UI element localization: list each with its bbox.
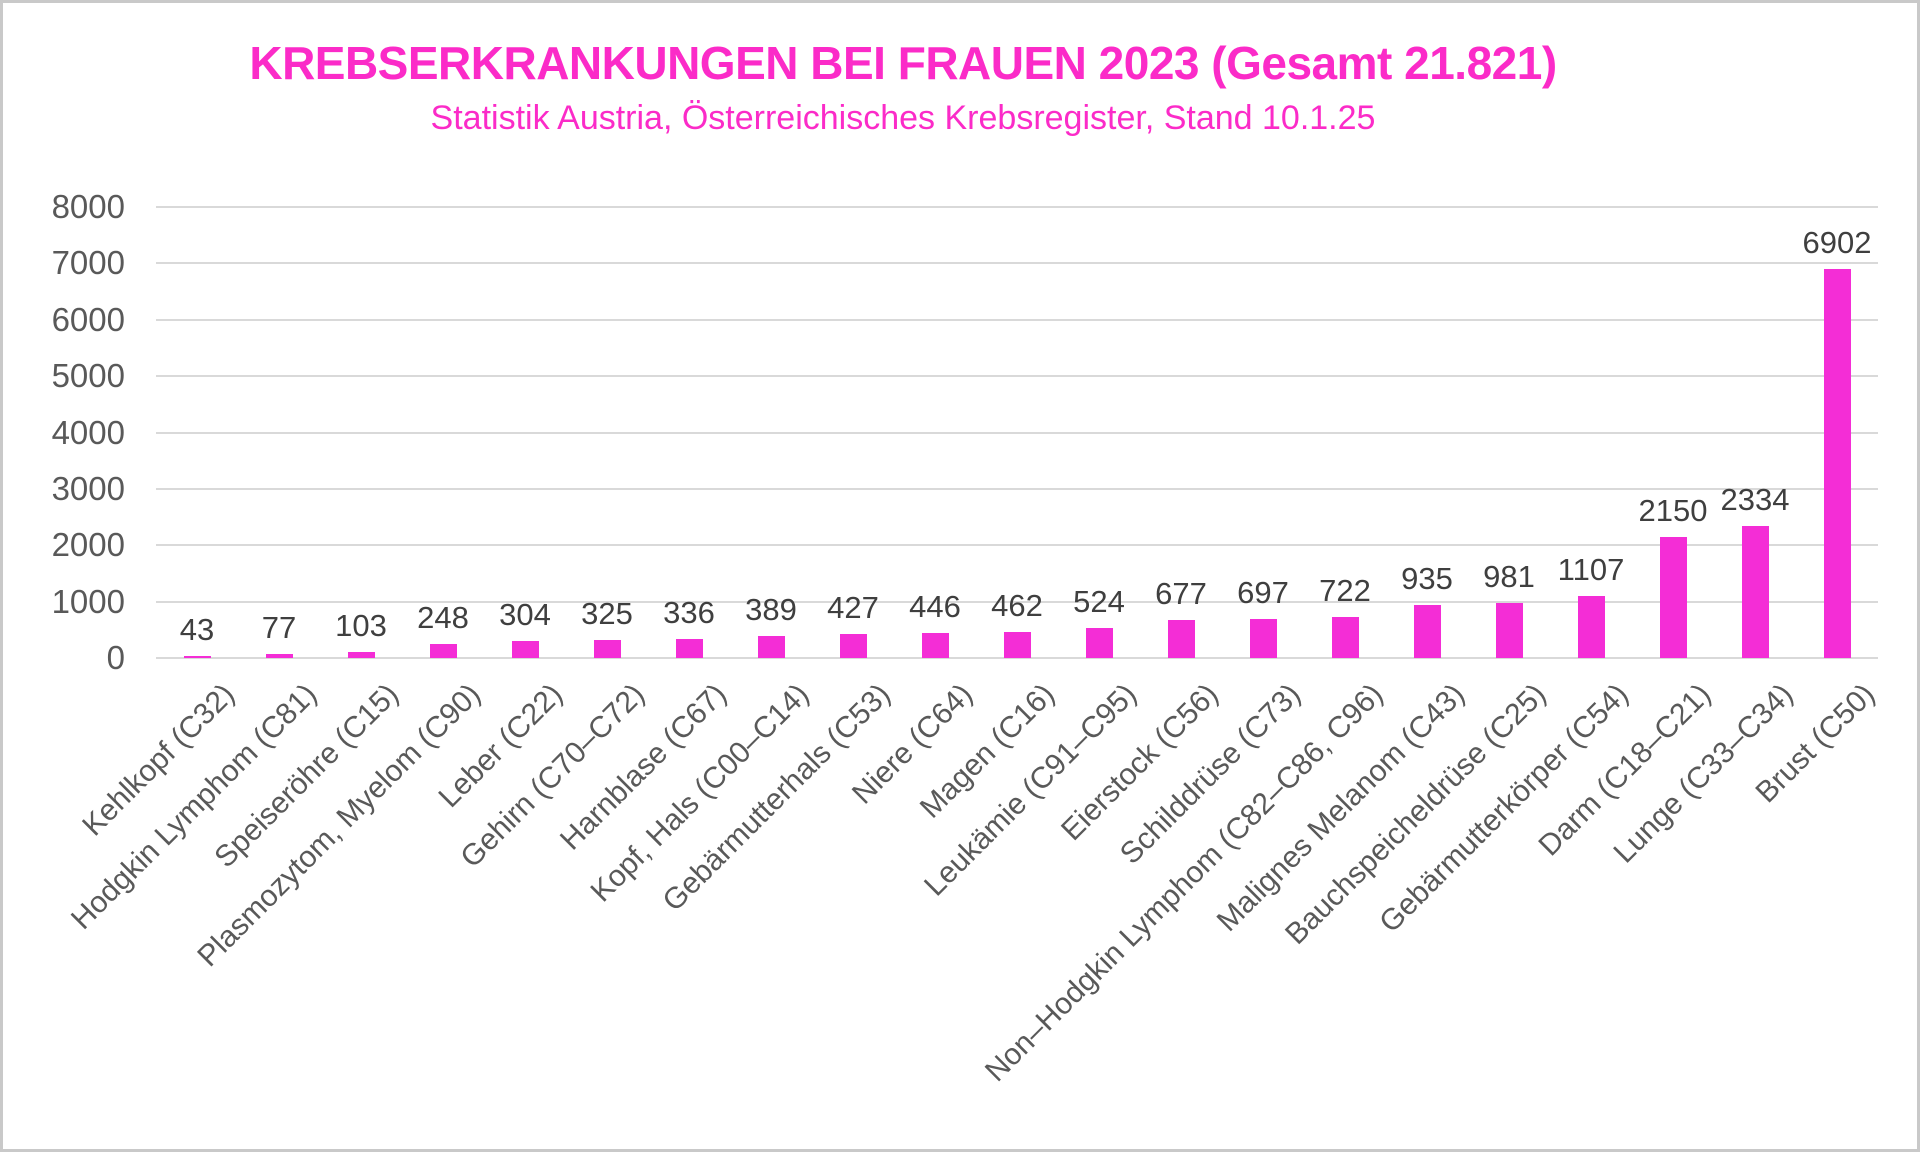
gridline <box>156 487 1878 490</box>
bar-value-label: 462 <box>991 588 1043 623</box>
bar <box>1331 617 1359 658</box>
y-axis-tick-label: 3000 <box>51 469 125 507</box>
bar <box>675 639 703 658</box>
bar <box>347 652 375 658</box>
gridline <box>156 375 1878 378</box>
bar <box>1577 596 1605 658</box>
bar-value-label: 935 <box>1401 561 1453 596</box>
y-axis-tick-label: 1000 <box>51 582 125 620</box>
gridline <box>156 657 1878 659</box>
bar-value-label: 981 <box>1483 559 1535 594</box>
bar-value-label: 446 <box>909 589 961 624</box>
bar <box>511 641 539 658</box>
bar-value-label: 325 <box>581 596 633 631</box>
bar-value-label: 43 <box>179 612 215 647</box>
bar <box>1659 537 1687 658</box>
bar <box>1741 526 1769 658</box>
bar-value-label: 77 <box>261 610 297 645</box>
y-axis-tick-label: 5000 <box>51 357 125 395</box>
gridline <box>156 318 1878 321</box>
bar <box>921 633 949 658</box>
bar <box>265 654 293 658</box>
bar <box>593 640 621 658</box>
gridline <box>156 431 1878 434</box>
bar-value-label: 2150 <box>1638 493 1708 528</box>
bar <box>1249 619 1277 658</box>
bar <box>1003 632 1031 658</box>
bar-value-label: 304 <box>499 597 551 632</box>
bar-value-label: 524 <box>1073 584 1125 619</box>
bar-value-label: 722 <box>1319 573 1371 608</box>
bar <box>1413 605 1441 658</box>
bar <box>183 656 211 658</box>
y-axis-tick-label: 4000 <box>51 413 125 451</box>
y-axis-tick-label: 0 <box>106 639 125 676</box>
bar <box>839 634 867 658</box>
bar <box>429 644 457 658</box>
bar <box>1167 620 1195 658</box>
bar <box>1495 603 1523 658</box>
bar-value-label: 427 <box>827 590 879 625</box>
gridline <box>156 544 1878 547</box>
bar-value-label: 336 <box>663 595 715 630</box>
bar-value-label: 677 <box>1155 576 1207 611</box>
bar-value-label: 1107 <box>1557 552 1625 587</box>
gridline <box>156 600 1878 603</box>
y-axis-tick-label: 8000 <box>51 188 125 225</box>
bar-value-label: 2334 <box>1720 482 1790 517</box>
bar-value-label: 103 <box>335 608 387 643</box>
bar <box>1823 269 1851 658</box>
bar <box>1085 628 1113 658</box>
bar-value-label: 389 <box>745 592 797 627</box>
bar-value-label: 248 <box>417 600 469 635</box>
bar <box>757 636 785 658</box>
y-axis-tick-label: 6000 <box>51 300 125 338</box>
bar-value-label: 6902 <box>1802 225 1872 260</box>
plot-area: 0 1000 2000 3000 4000 5000 6000 7000 8000 43 Kehlk… <box>3 3 1917 1149</box>
y-axis-tick-label: 7000 <box>51 244 125 282</box>
gridline <box>156 262 1878 265</box>
bar-value-label: 697 <box>1237 575 1289 610</box>
gridline <box>156 206 1878 208</box>
y-axis-tick-label: 2000 <box>51 526 125 564</box>
